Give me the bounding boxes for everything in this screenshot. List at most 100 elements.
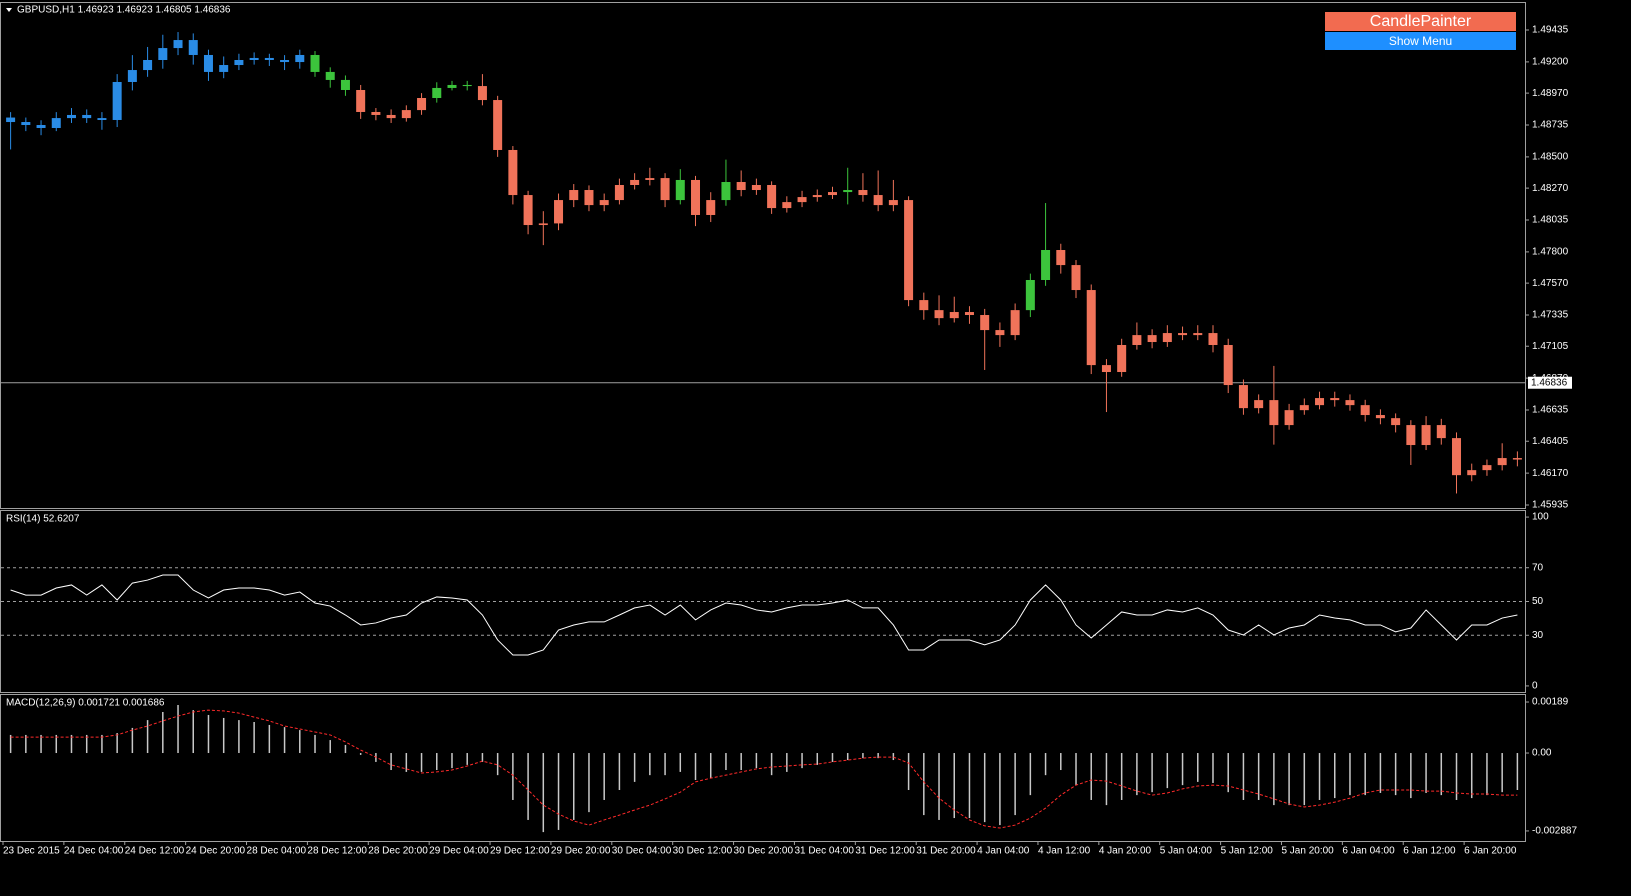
candle-body [630,179,640,185]
candle-body [569,190,579,201]
y-tick-label: 0.00189 [1532,697,1569,708]
candle-body [264,57,274,61]
candle-body [1421,425,1431,446]
candle-body [219,65,229,72]
candle-body [1452,438,1462,476]
y-tick-label: 0 [1532,681,1538,692]
candle-body [234,60,244,66]
candle-body [1467,470,1477,476]
candle-body [584,190,594,206]
candle-body [82,114,92,119]
price-panel [0,2,1526,509]
x-tick-label: 31 Dec 20:00 [916,846,976,857]
candle-body [310,54,320,72]
candle-body [554,200,564,224]
candle-body [599,200,609,206]
candle-body [995,330,1005,336]
candle-body [1101,365,1111,373]
candle-body [797,197,807,203]
candle-body [767,184,777,209]
candle-body [280,60,290,63]
y-tick-label: 1.48035 [1532,215,1569,226]
candle-body [843,190,853,193]
candle-body [1375,415,1385,419]
candle-body [964,312,974,316]
x-tick-label: 28 Dec 12:00 [307,846,367,857]
candle-body [295,54,305,63]
rsi-title: RSI(14) 52.6207 [6,514,80,525]
candle-body [1193,333,1203,336]
candle-body [1238,385,1248,409]
candle-body [493,100,503,150]
x-tick-label: 6 Jan 20:00 [1464,846,1517,857]
candle-body [249,57,259,61]
x-tick-label: 30 Dec 20:00 [734,846,794,857]
y-tick-label: 100 [1532,512,1549,523]
candle-body [66,114,76,119]
candle-body [447,84,457,88]
candle-body [782,202,792,209]
symbol-arrow [6,8,12,12]
candle-body [325,71,335,80]
candle-body [919,300,929,311]
candle-body [660,178,670,201]
candle-body [812,195,822,198]
candle-body [36,125,46,128]
candle-body [340,79,350,90]
candle-body [675,179,685,201]
candle-body [21,122,31,126]
y-tick-label: 1.47800 [1532,247,1569,258]
candle-body [508,149,518,196]
macd-panel [0,694,1526,842]
widget-title: CandlePainter [1325,12,1516,31]
x-tick-label: 5 Jan 04:00 [1160,846,1213,857]
candle-body [706,200,716,215]
candle-body [401,110,411,119]
candle-body [6,117,16,123]
candle-body [614,184,624,201]
candle-body [934,310,944,319]
candle-body [751,184,761,191]
candle-body [417,98,427,111]
candle-body [173,40,183,49]
y-tick-label: 1.49435 [1532,25,1569,36]
widget-button[interactable]: Show Menu [1325,32,1516,50]
candle-body [1010,310,1020,336]
candle-body [736,182,746,191]
y-tick-label: 1.48500 [1532,152,1569,163]
candle-body [1178,333,1188,336]
candle-body [1041,250,1051,280]
y-tick-label: 1.49200 [1532,57,1569,68]
candle-body [127,70,137,82]
candle-body [477,86,487,101]
macd-title: MACD(12,26,9) 0.001721 0.001686 [6,698,165,709]
candle-body [1223,345,1233,386]
y-tick-label: 1.46635 [1532,405,1569,416]
y-tick-label: 1.48270 [1532,183,1569,194]
x-tick-label: 28 Dec 20:00 [368,846,428,857]
candle-body [1436,425,1446,439]
candle-body [980,315,990,331]
x-tick-label: 5 Jan 12:00 [1221,846,1274,857]
y-tick-label: 1.47335 [1532,310,1569,321]
x-tick-label: 29 Dec 20:00 [551,846,611,857]
candle-body [112,81,122,120]
candle-body [462,84,472,87]
candle-body [1269,400,1279,426]
y-tick-label: 1.45935 [1532,500,1569,511]
x-tick-label: 31 Dec 12:00 [855,846,915,857]
candle-body [1284,410,1294,426]
y-tick-label: 1.48970 [1532,88,1569,99]
x-tick-label: 24 Dec 20:00 [186,846,246,857]
x-tick-label: 24 Dec 12:00 [125,846,185,857]
candle-body [1208,333,1218,346]
y-tick-label: 1.46170 [1532,468,1569,479]
x-tick-label: 4 Jan 20:00 [1099,846,1152,857]
candle-body [538,223,548,226]
y-tick-label: 1.46405 [1532,436,1569,447]
candle-body [158,48,168,61]
candle-body [1086,290,1096,366]
y-tick-label: 1.47105 [1532,341,1569,352]
candle-body [888,200,898,206]
